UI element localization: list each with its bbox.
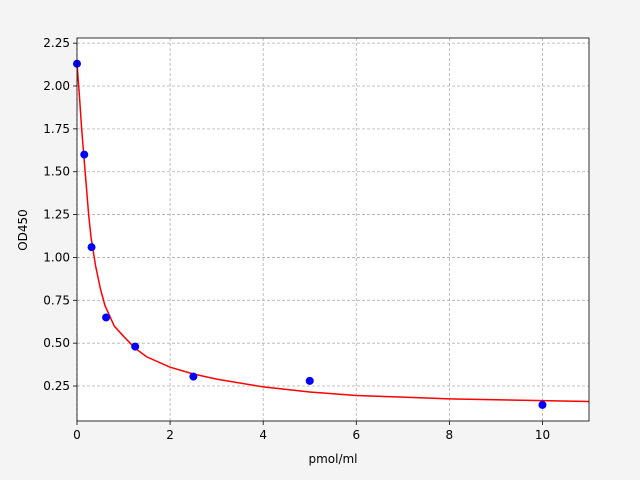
plot-frame [76,37,590,422]
y-tick-label: 0.75 [43,293,70,307]
y-tick-label: 1.75 [43,122,70,136]
y-tick-label: 1.50 [43,165,70,179]
data-point [87,243,96,252]
x-axis-label: pmol/ml [308,452,357,466]
y-axis-label: OD450 [16,209,30,251]
x-tick-label: 4 [259,428,267,442]
y-tick-label: 0.25 [43,379,70,393]
data-point [131,342,140,351]
x-tick-label: 2 [166,428,174,442]
data-point [189,372,198,381]
x-tick-label: 8 [446,428,454,442]
y-tick-label: 2.00 [43,79,70,93]
data-point [80,150,89,159]
plot-area [77,38,589,421]
x-tick-label: 10 [535,428,550,442]
y-tick-label: 2.25 [43,36,70,50]
x-tick-label: 0 [73,428,81,442]
fit-curve [77,63,589,403]
y-tick-label: 1.00 [43,250,70,264]
data-point [102,313,111,322]
y-tick-label: 0.50 [43,336,70,350]
data-point [538,400,547,409]
x-tick-label: 6 [352,428,360,442]
data-point [305,376,314,385]
y-tick-label: 1.25 [43,208,70,222]
